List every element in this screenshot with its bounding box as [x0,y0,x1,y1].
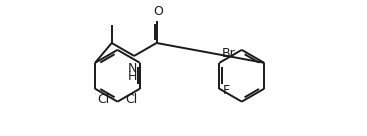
Text: Br: Br [221,47,235,60]
Text: F: F [222,84,229,97]
Text: N: N [128,62,138,75]
Text: Cl: Cl [125,93,137,106]
Text: Cl: Cl [98,93,110,106]
Text: O: O [153,5,163,18]
Text: H: H [128,70,138,83]
